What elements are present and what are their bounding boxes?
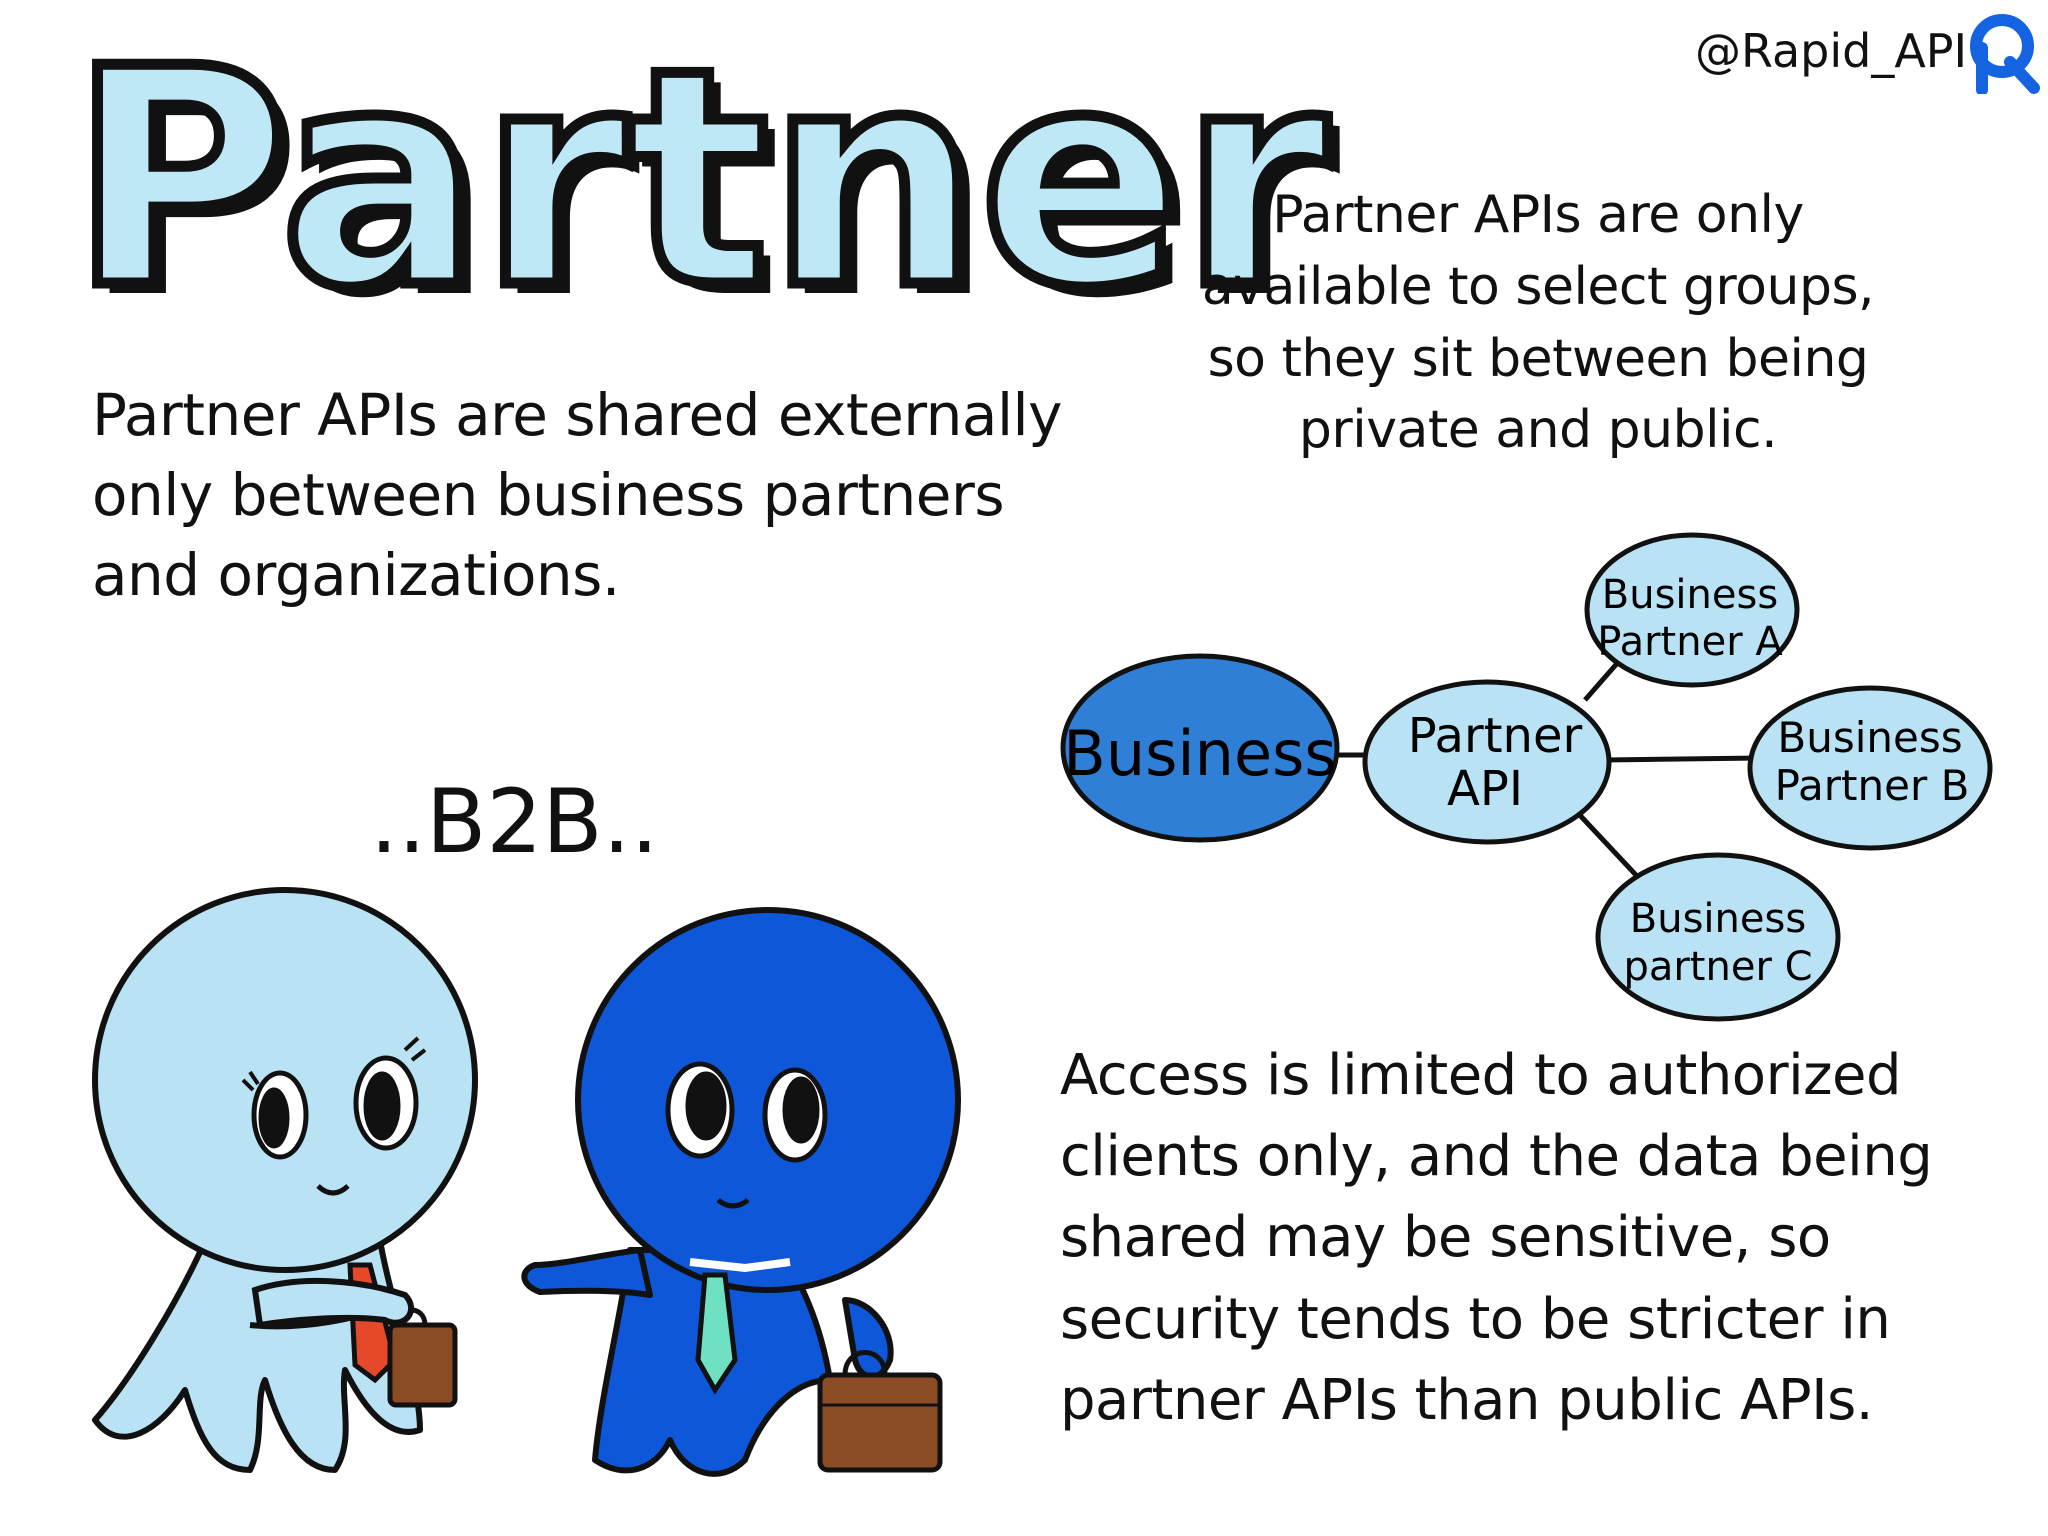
partner-api-label-line2: API	[1447, 761, 1523, 817]
partner-b-node	[1747, 685, 1993, 851]
dark-blue-face	[665, 1061, 828, 1209]
rapidapi-logo-icon	[1970, 14, 2040, 94]
connector-api-partner-a	[1583, 658, 1622, 702]
partner-b-label-line1: Business	[1777, 713, 1962, 762]
b2b-label: ..B2B..	[370, 770, 659, 873]
partner-a-label-line1: Business	[1602, 572, 1778, 618]
groups-text: Partner APIs are only available to selec…	[1201, 185, 1875, 461]
intro-text: Partner APIs are shared externally only …	[92, 381, 1063, 610]
partner-api-label-line1: Partner	[1408, 708, 1583, 764]
light-blue-face	[241, 1036, 427, 1196]
business-node	[1060, 653, 1340, 843]
white-collar	[689, 1258, 791, 1273]
business-node-label: Business	[1063, 717, 1336, 790]
connector-api-partner-b	[1604, 755, 1761, 763]
light-blue-arm	[251, 1277, 414, 1329]
author-handle: @Rapid_API	[1695, 24, 1968, 78]
partner-a-node	[1584, 532, 1800, 688]
partner-c-label-line1: Business	[1630, 896, 1806, 942]
page-title: Partner	[65, 5, 1335, 354]
partner-c-label-line2: partner C	[1623, 944, 1812, 990]
large-briefcase	[817, 1350, 943, 1473]
partner-api-node	[1362, 679, 1612, 845]
partner-a-label-line2: Partner A	[1597, 619, 1783, 665]
green-tie	[695, 1272, 738, 1395]
partner-b-label-line2: Partner B	[1775, 761, 1970, 810]
access-text: Access is limited to authorized clients …	[1060, 1043, 1933, 1433]
partner-c-node	[1595, 852, 1841, 1022]
